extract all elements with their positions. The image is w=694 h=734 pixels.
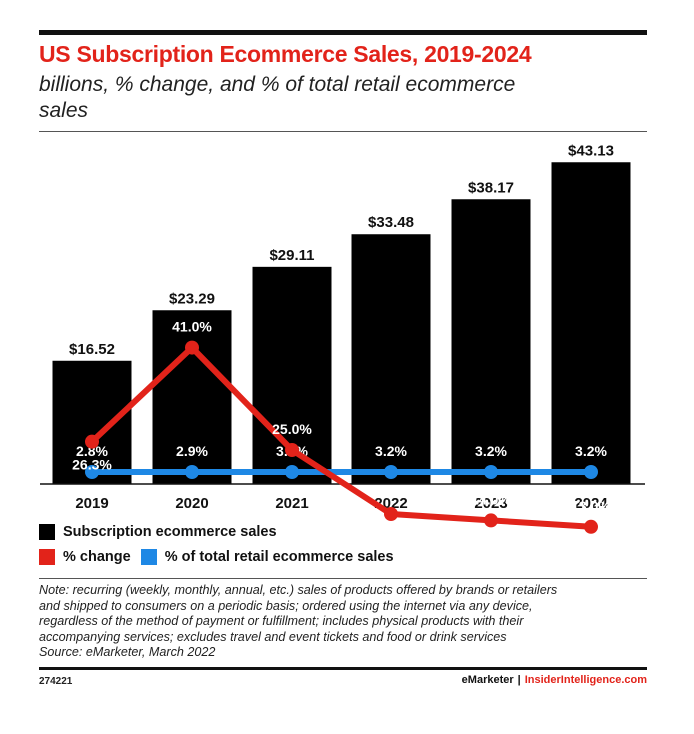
chart-header: US Subscription Ecommerce Sales, 2019-20… [39, 30, 647, 132]
legend-swatch-change [39, 549, 55, 565]
legend: Subscription ecommerce sales % change % … [39, 521, 394, 571]
x-tick-label: 2024 [574, 495, 608, 512]
subtitle-line-2: sales [39, 99, 89, 122]
legend-row-sales: Subscription ecommerce sales [39, 521, 394, 543]
chart-note: Note: recurring (weekly, monthly, annual… [39, 583, 647, 661]
share-data-label: 2.8% [76, 443, 108, 459]
x-tick-label: 2023 [474, 495, 507, 512]
header-rule [39, 131, 647, 132]
note-line-1: Note: recurring (weekly, monthly, annual… [39, 583, 558, 597]
bar-2023 [451, 199, 531, 484]
brand-insider-intelligence: InsiderIntelligence.com [524, 674, 647, 686]
bottom-rule [39, 667, 647, 670]
share-data-label: 3.2% [475, 443, 507, 459]
note-source: Source: eMarketer, March 2022 [39, 645, 216, 660]
share-point [285, 465, 299, 479]
bar-value-label: $23.29 [169, 290, 215, 307]
brand-separator: | [517, 674, 521, 686]
change-point [85, 434, 99, 449]
bar-value-label: $38.17 [468, 179, 514, 196]
top-rule [39, 30, 647, 35]
change-data-label: 15.0% [371, 485, 411, 501]
brand-emarketer: eMarketer [461, 674, 514, 686]
share-data-label: 3.2% [575, 443, 607, 459]
legend-label-sales: Subscription ecommerce sales [63, 524, 277, 540]
footer-brand: eMarketer | InsiderIntelligence.com [462, 674, 647, 686]
change-point [285, 443, 299, 457]
bar-2024 [551, 162, 631, 485]
share-point [85, 465, 99, 479]
legend-row-rates: % change % of total retail ecommerce sal… [39, 546, 394, 568]
share-point [484, 465, 498, 479]
change-point [484, 513, 498, 528]
bar-value-label: $29.11 [269, 247, 314, 264]
note-rule [39, 578, 647, 579]
legend-swatch-share [140, 549, 157, 565]
legend-swatch-sales [39, 524, 55, 540]
bar-value-label: $33.48 [368, 214, 414, 231]
note-line-4: accompanying services; excludes travel a… [39, 629, 507, 644]
chart-id: 274221 [39, 676, 73, 687]
change-data-label: 14.0% [471, 491, 511, 507]
subtitle-line-1: billions, % change, and % of total retai… [39, 73, 516, 96]
change-line [89, 344, 594, 530]
x-tick-label: 2021 [275, 495, 308, 512]
share-point [584, 465, 598, 479]
bar-value-label: $16.52 [69, 341, 115, 358]
legend-label-change: % change [63, 549, 131, 565]
bar-value-label: $43.13 [568, 142, 614, 159]
change-point [185, 340, 199, 355]
chart-subtitle: billions, % change, and % of total retai… [39, 72, 647, 124]
bar-2020 [152, 310, 232, 484]
share-data-label: 2.9% [176, 443, 208, 459]
share-point [185, 465, 199, 479]
change-data-label: 41.0% [172, 319, 212, 335]
share-point [384, 465, 398, 479]
change-data-label: 25.0% [272, 421, 312, 437]
note-line-2: and shipped to consumers on a periodic b… [39, 598, 533, 613]
change-data-label: 26.3% [72, 457, 112, 473]
x-tick-label: 2019 [75, 495, 108, 512]
bar-2019 [52, 360, 132, 484]
bar-2022 [351, 234, 431, 484]
change-data-label: 13.0% [571, 498, 611, 514]
change-point [584, 519, 598, 534]
change-point [384, 507, 398, 521]
legend-label-share: % of total retail ecommerce sales [164, 549, 394, 565]
x-tick-label: 2020 [175, 495, 208, 512]
chart-title: US Subscription Ecommerce Sales, 2019-20… [39, 41, 532, 67]
note-line-3: regardless of the method of payment or f… [39, 614, 524, 629]
share-data-label: 3.2% [375, 443, 407, 459]
